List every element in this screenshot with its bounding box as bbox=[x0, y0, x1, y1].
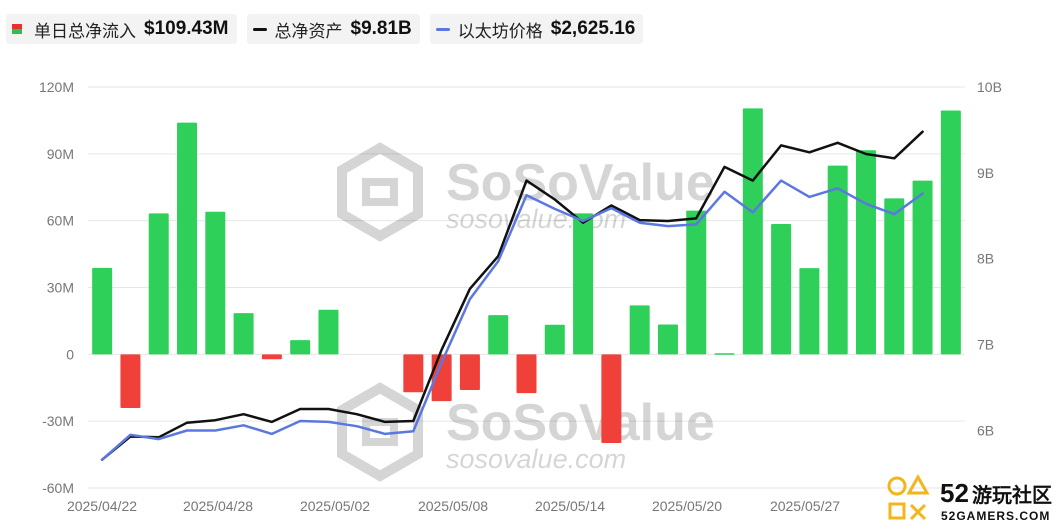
inflow-bar-positive bbox=[686, 210, 707, 355]
x-axis-tick-label: 2025/05/27 bbox=[770, 498, 840, 514]
inflow-bar-positive bbox=[657, 324, 678, 355]
left-axis-tick-label: -30M bbox=[42, 413, 74, 429]
inflow-bar-positive bbox=[799, 268, 820, 355]
x-axis-tick-label: 2025/05/08 bbox=[418, 498, 488, 514]
total-assets-line bbox=[100, 130, 924, 461]
inflow-bar-negative bbox=[516, 354, 537, 394]
watermark-brand: SoSoValue bbox=[446, 154, 715, 212]
black-line-swatch-icon bbox=[252, 27, 267, 31]
inflow-bar-positive bbox=[488, 315, 509, 355]
watermark: SoSoValuesosovalue.comSoSoValuesosovalue… bbox=[337, 142, 715, 482]
chart-legend: 单日总净流入 $109.43M 总净资产 $9.81B 以太坊价格 $2,625… bbox=[6, 14, 644, 44]
left-axis-tick-label: -60M bbox=[42, 480, 74, 496]
inflow-bar-positive bbox=[855, 150, 876, 355]
inflow-bar-positive bbox=[544, 324, 565, 355]
inflow-bar-positive bbox=[742, 108, 763, 355]
inflow-bar-positive bbox=[148, 213, 169, 355]
inflow-bar-positive bbox=[629, 305, 650, 355]
left-axis-tick-label: 0 bbox=[66, 346, 74, 362]
inflow-bar-positive bbox=[177, 122, 198, 355]
legend-net-inflow[interactable]: 单日总净流入 $109.43M bbox=[6, 14, 237, 44]
left-axis-tick-label: 30M bbox=[47, 280, 74, 296]
left-axis-tick-label: 90M bbox=[47, 146, 74, 162]
watermark-url: sosovalue.com bbox=[446, 204, 626, 234]
x-axis-tick-label: 2025/05/02 bbox=[300, 498, 370, 514]
inflow-bar-negative bbox=[431, 354, 452, 402]
legend-eth-price-value: $2,625.16 bbox=[550, 18, 636, 39]
inflow-bar-positive bbox=[233, 313, 254, 355]
x-axis-tick-label: 2025/05/14 bbox=[535, 498, 605, 514]
inflow-bar-positive bbox=[884, 198, 905, 355]
left-axis-tick-label: 120M bbox=[39, 79, 74, 95]
inflow-bar-negative bbox=[459, 354, 480, 390]
inflow-bar-positive bbox=[290, 340, 311, 355]
legend-total-assets-value: $9.81B bbox=[350, 18, 412, 39]
right-axis-tick-label: 6B bbox=[977, 422, 994, 438]
legend-net-inflow-label: 单日总净流入 bbox=[34, 21, 136, 41]
legend-net-inflow-value: $109.43M bbox=[144, 18, 229, 39]
inflow-bar-positive bbox=[714, 353, 735, 355]
inflow-bar-positive bbox=[92, 267, 113, 355]
left-axis-tick-label: 60M bbox=[47, 213, 74, 229]
legend-eth-price-label: 以太坊价格 bbox=[457, 21, 543, 41]
inflow-bar-negative bbox=[403, 354, 424, 393]
logo-site: 52GAMERS.COM bbox=[941, 509, 1050, 523]
inflow-bar-positive bbox=[827, 165, 848, 355]
right-axis-tick-label: 10B bbox=[977, 79, 1002, 95]
blue-line-swatch-icon bbox=[435, 27, 450, 31]
x-axis-tick-label: 2025/05/20 bbox=[652, 498, 722, 514]
series-lines bbox=[100, 130, 924, 461]
right-axis-tick-label: 7B bbox=[977, 337, 994, 353]
logo-number: 52 bbox=[940, 478, 969, 508]
x-axis-tick-label: 2025/04/28 bbox=[183, 498, 253, 514]
legend-eth-price[interactable]: 以太坊价格 $2,625.16 bbox=[429, 14, 644, 44]
bar-swatch-icon bbox=[12, 24, 22, 34]
inflow-bar-positive bbox=[318, 309, 339, 355]
inflow-bar-positive bbox=[912, 180, 933, 355]
inflow-bar-positive bbox=[771, 224, 792, 355]
inflow-bar-negative bbox=[601, 354, 622, 443]
watermark-url: sosovalue.com bbox=[446, 444, 626, 474]
right-axis-tick-label: 8B bbox=[977, 251, 994, 267]
inflow-bar-negative bbox=[261, 354, 282, 360]
inflow-bars bbox=[92, 108, 961, 443]
logo-name: 游玩社区 bbox=[972, 483, 1052, 507]
legend-total-assets[interactable]: 总净资产 $9.81B bbox=[246, 14, 420, 44]
52gamers-logo: 52 游玩社区 52GAMERS.COM bbox=[887, 473, 1052, 523]
inflow-bar-positive bbox=[205, 211, 226, 355]
eth-price-line bbox=[100, 179, 924, 461]
sosovalue-logo-icon bbox=[337, 142, 423, 242]
watermark-brand: SoSoValue bbox=[446, 394, 715, 452]
right-axis-tick-label: 9B bbox=[977, 165, 994, 181]
inflow-bar-positive bbox=[940, 110, 961, 355]
sosovalue-logo-inner-icon bbox=[362, 178, 398, 206]
legend-total-assets-label: 总净资产 bbox=[274, 21, 343, 41]
x-axis-tick-label: 2025/04/22 bbox=[67, 498, 137, 514]
axis-labels: 120M 90M 60M 30M 0 -30M -60M 10B 9B 8B 7B 6B 2025/04… bbox=[39, 79, 1002, 514]
inflow-bar-positive bbox=[573, 213, 594, 355]
inflow-bar-negative bbox=[120, 354, 141, 409]
